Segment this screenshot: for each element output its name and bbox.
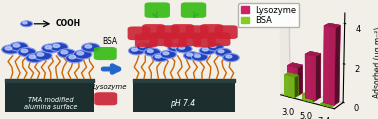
Text: Lysozyme: Lysozyme [93, 84, 128, 90]
Circle shape [129, 47, 145, 55]
Circle shape [202, 48, 208, 51]
Circle shape [23, 22, 27, 24]
Circle shape [147, 50, 153, 52]
Circle shape [176, 45, 192, 53]
Circle shape [13, 44, 20, 47]
Legend: Lysozyme, BSA: Lysozyme, BSA [238, 3, 299, 27]
Circle shape [187, 53, 192, 56]
Circle shape [160, 50, 177, 58]
Circle shape [218, 50, 224, 53]
FancyBboxPatch shape [186, 25, 209, 39]
Circle shape [20, 21, 33, 27]
FancyBboxPatch shape [178, 32, 201, 46]
Circle shape [53, 44, 60, 47]
Circle shape [136, 43, 153, 51]
Circle shape [82, 43, 100, 52]
Circle shape [77, 52, 84, 55]
Circle shape [215, 48, 231, 56]
Circle shape [163, 52, 169, 55]
Circle shape [152, 54, 169, 62]
FancyBboxPatch shape [200, 24, 223, 38]
FancyBboxPatch shape [208, 32, 231, 46]
Text: COOH: COOH [56, 19, 81, 28]
Circle shape [223, 54, 239, 62]
Circle shape [21, 49, 28, 53]
FancyBboxPatch shape [94, 47, 117, 60]
FancyBboxPatch shape [128, 27, 150, 40]
Text: TMA modified
alumina surface: TMA modified alumina surface [24, 97, 77, 110]
Circle shape [34, 51, 52, 60]
Circle shape [74, 50, 92, 59]
FancyBboxPatch shape [135, 34, 158, 47]
Circle shape [10, 42, 28, 51]
Circle shape [26, 54, 44, 63]
Circle shape [61, 51, 68, 54]
FancyBboxPatch shape [164, 34, 187, 47]
Circle shape [168, 44, 184, 52]
Circle shape [50, 42, 68, 52]
Circle shape [57, 49, 76, 58]
Circle shape [195, 55, 200, 57]
FancyBboxPatch shape [142, 24, 165, 38]
FancyBboxPatch shape [156, 25, 180, 39]
Circle shape [155, 55, 161, 58]
Circle shape [29, 55, 36, 59]
Circle shape [226, 55, 232, 58]
Text: BSA: BSA [102, 37, 118, 46]
FancyBboxPatch shape [133, 82, 235, 112]
Circle shape [5, 47, 12, 50]
Circle shape [42, 44, 60, 53]
Circle shape [37, 53, 44, 56]
FancyBboxPatch shape [5, 82, 94, 112]
Circle shape [69, 55, 76, 59]
Circle shape [191, 53, 208, 61]
Circle shape [85, 45, 92, 48]
Circle shape [45, 46, 52, 49]
Circle shape [18, 48, 36, 57]
FancyBboxPatch shape [193, 34, 216, 47]
Circle shape [207, 43, 223, 51]
FancyBboxPatch shape [144, 2, 170, 18]
Circle shape [171, 45, 177, 48]
Circle shape [139, 45, 145, 47]
FancyBboxPatch shape [181, 2, 206, 18]
Text: pH 7.4: pH 7.4 [170, 99, 195, 108]
FancyBboxPatch shape [215, 25, 238, 39]
Circle shape [132, 48, 138, 51]
Circle shape [179, 46, 184, 49]
Circle shape [210, 45, 216, 47]
Circle shape [183, 52, 200, 60]
FancyBboxPatch shape [171, 24, 194, 38]
Circle shape [144, 48, 161, 56]
Circle shape [199, 47, 216, 55]
Circle shape [2, 45, 20, 54]
Circle shape [65, 54, 84, 63]
FancyBboxPatch shape [94, 92, 117, 105]
FancyBboxPatch shape [149, 32, 172, 46]
